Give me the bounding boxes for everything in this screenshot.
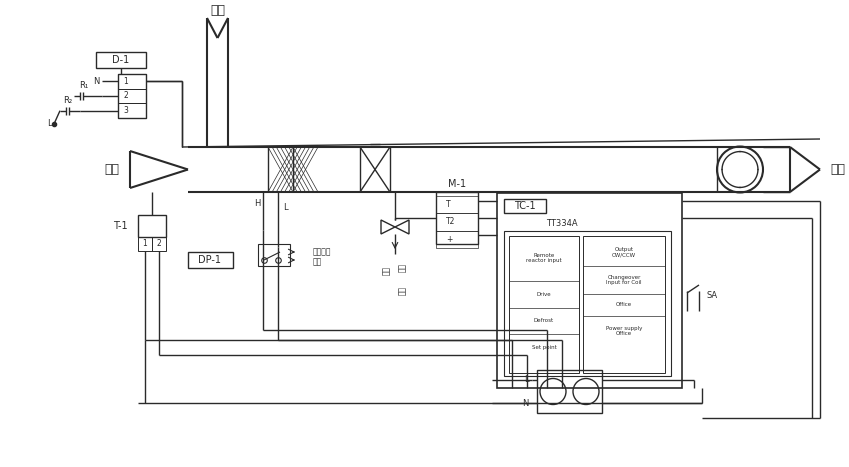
Text: 水出: 水出 (396, 264, 406, 274)
Text: T2: T2 (446, 218, 455, 226)
Text: 1: 1 (143, 240, 148, 248)
Text: DP-1: DP-1 (199, 255, 222, 265)
Text: R₁: R₁ (79, 82, 88, 91)
Bar (436, 196, 478, 213)
Bar (504, 231, 671, 376)
Bar (118, 103, 146, 118)
Bar (138, 215, 166, 237)
Bar (118, 89, 146, 103)
Text: Set point: Set point (531, 346, 556, 351)
Bar (258, 244, 290, 266)
Bar (118, 74, 146, 89)
Text: +: + (446, 235, 453, 244)
Text: Remote
reactor input: Remote reactor input (526, 253, 562, 263)
Text: N: N (523, 398, 529, 408)
Bar (583, 236, 665, 373)
Bar (509, 236, 579, 373)
Text: D-1: D-1 (112, 55, 130, 65)
Text: TT334A: TT334A (546, 219, 578, 227)
Text: Office: Office (616, 302, 632, 306)
Text: 1: 1 (124, 77, 128, 86)
Text: L: L (283, 203, 287, 212)
Text: R₂: R₂ (63, 96, 72, 105)
Text: 装置: 装置 (313, 257, 323, 267)
Text: H: H (254, 199, 260, 208)
Bar (497, 193, 682, 388)
Bar (118, 74, 146, 118)
Text: T-1: T-1 (113, 221, 127, 231)
Bar (436, 213, 478, 231)
Text: 2: 2 (124, 92, 128, 100)
Text: M-1: M-1 (448, 179, 466, 189)
Text: 回风: 回风 (104, 163, 120, 176)
Text: Changeover
Input for Coil: Changeover Input for Coil (606, 275, 642, 285)
Bar (138, 237, 152, 251)
Text: Power supply
Office: Power supply Office (606, 325, 642, 336)
Text: Output
CW/CCW: Output CW/CCW (612, 247, 636, 257)
Bar (436, 192, 478, 244)
Text: 水进: 水进 (380, 268, 390, 276)
Text: Drive: Drive (537, 291, 551, 297)
Text: 回水: 回水 (396, 287, 406, 297)
Text: 2: 2 (156, 240, 161, 248)
Bar (152, 237, 166, 251)
Bar (188, 252, 233, 268)
Bar (436, 231, 478, 248)
Bar (537, 370, 602, 413)
Text: 3: 3 (124, 106, 128, 115)
Text: 至报警器: 至报警器 (313, 248, 331, 256)
Text: 送风: 送风 (830, 163, 846, 176)
Text: N: N (93, 77, 100, 86)
Text: L: L (48, 120, 52, 128)
Text: L: L (525, 375, 529, 384)
Text: 新风: 新风 (210, 3, 225, 16)
Text: T: T (446, 200, 451, 209)
Bar (96, 52, 146, 68)
Text: Defrost: Defrost (534, 318, 554, 324)
Text: TC-1: TC-1 (514, 201, 536, 211)
Text: SA: SA (707, 291, 718, 300)
Bar (504, 199, 546, 213)
